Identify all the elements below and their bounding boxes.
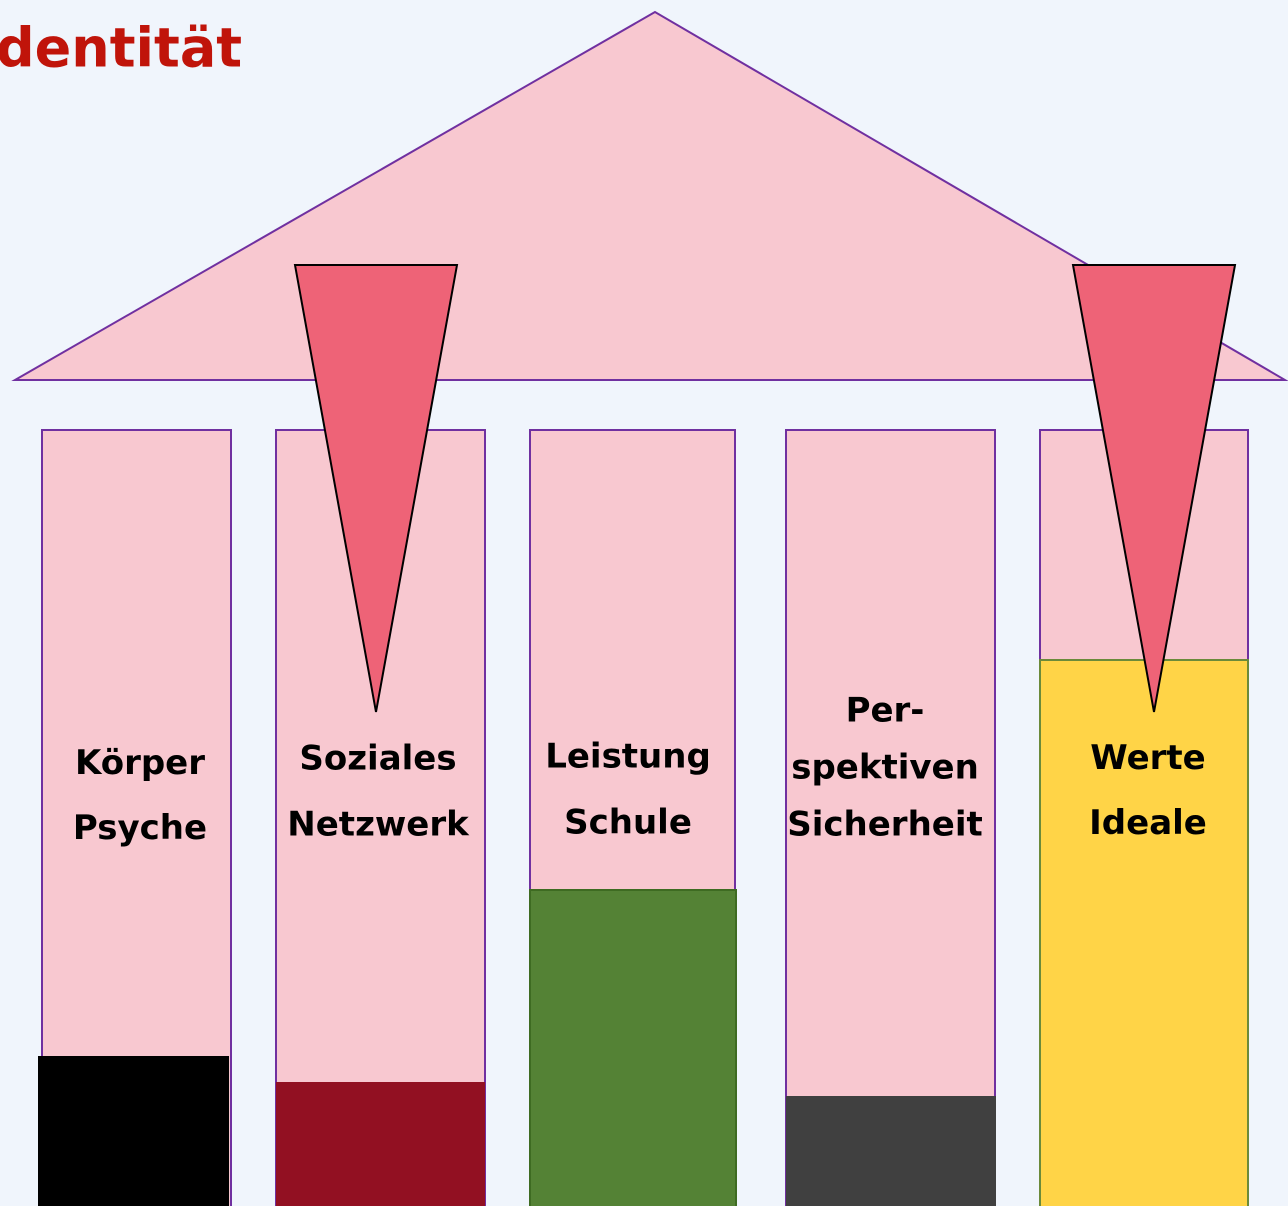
title: dentität bbox=[0, 17, 242, 80]
pillar-label: Schule bbox=[564, 803, 692, 843]
pillar-label: Per- bbox=[846, 691, 925, 731]
pillar bbox=[785, 429, 996, 1206]
pillar-label: Netzwerk bbox=[287, 805, 470, 845]
pillar-label: Werte bbox=[1090, 738, 1205, 778]
wedge bbox=[1071, 264, 1237, 713]
pillar-label: Leistung bbox=[545, 737, 711, 777]
pillar-fill bbox=[38, 1056, 229, 1206]
pillar-label: Ideale bbox=[1089, 803, 1207, 843]
pillar-labels: Körper Psyche Soziales Netzwerk Leistung Schu… bbox=[73, 691, 1207, 849]
pillar-label: Körper bbox=[75, 743, 205, 783]
pillar-fill bbox=[529, 889, 737, 1206]
pillar-label: Psyche bbox=[73, 808, 207, 848]
pillar-fill bbox=[786, 1096, 996, 1206]
pillar-label: Soziales bbox=[299, 739, 456, 779]
pillar-fill bbox=[276, 1082, 485, 1206]
wedge bbox=[293, 264, 459, 713]
pillar-label: Sicherheit bbox=[787, 805, 983, 845]
pillar-label: spektiven bbox=[791, 748, 979, 788]
